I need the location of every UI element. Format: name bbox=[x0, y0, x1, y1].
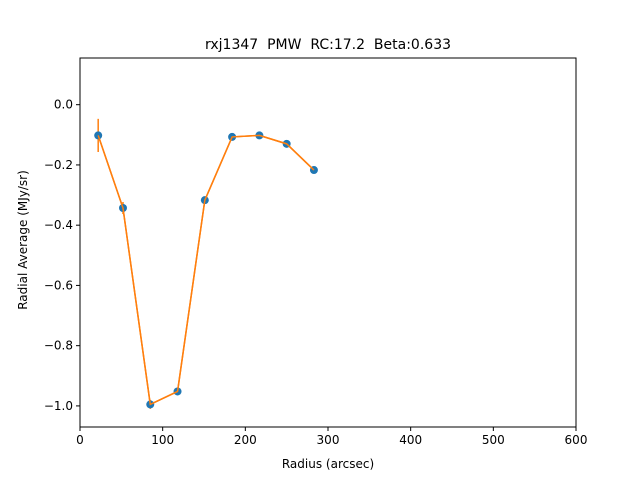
x-tick-label: 200 bbox=[234, 433, 257, 447]
series-layer bbox=[94, 118, 318, 409]
y-axis-label: Radial Average (MJy/sr) bbox=[16, 170, 30, 310]
series-line-overlay bbox=[97, 134, 315, 406]
axes-layer: 0 100 200 300 400 500 600 0.0 −0.2 −0.4 −0.6 −0.8 −1… bbox=[44, 57, 588, 447]
x-tick-label: 400 bbox=[399, 433, 422, 447]
y-tick-label: −0.2 bbox=[44, 158, 73, 172]
y-tick-label: −1.0 bbox=[44, 399, 73, 413]
x-tick-label: 300 bbox=[317, 433, 340, 447]
x-tick-label: 600 bbox=[565, 433, 588, 447]
x-tick-label: 0 bbox=[76, 433, 84, 447]
x-axis-label: Radius (arcsec) bbox=[282, 457, 374, 471]
plot-area: 0 100 200 300 400 500 600 0.0 −0.2 −0.4 −0.6 −0.8 −1… bbox=[44, 57, 588, 447]
y-tick-label: −0.8 bbox=[44, 339, 73, 353]
y-tick-label: −0.4 bbox=[44, 218, 73, 232]
chart-title: rxj1347 PMW RC:17.2 Beta:0.633 bbox=[205, 37, 451, 53]
y-tick-label: 0.0 bbox=[54, 98, 73, 112]
y-tick-label: −0.6 bbox=[44, 278, 73, 292]
x-tick-label: 500 bbox=[482, 433, 505, 447]
x-tick-label: 100 bbox=[151, 433, 174, 447]
